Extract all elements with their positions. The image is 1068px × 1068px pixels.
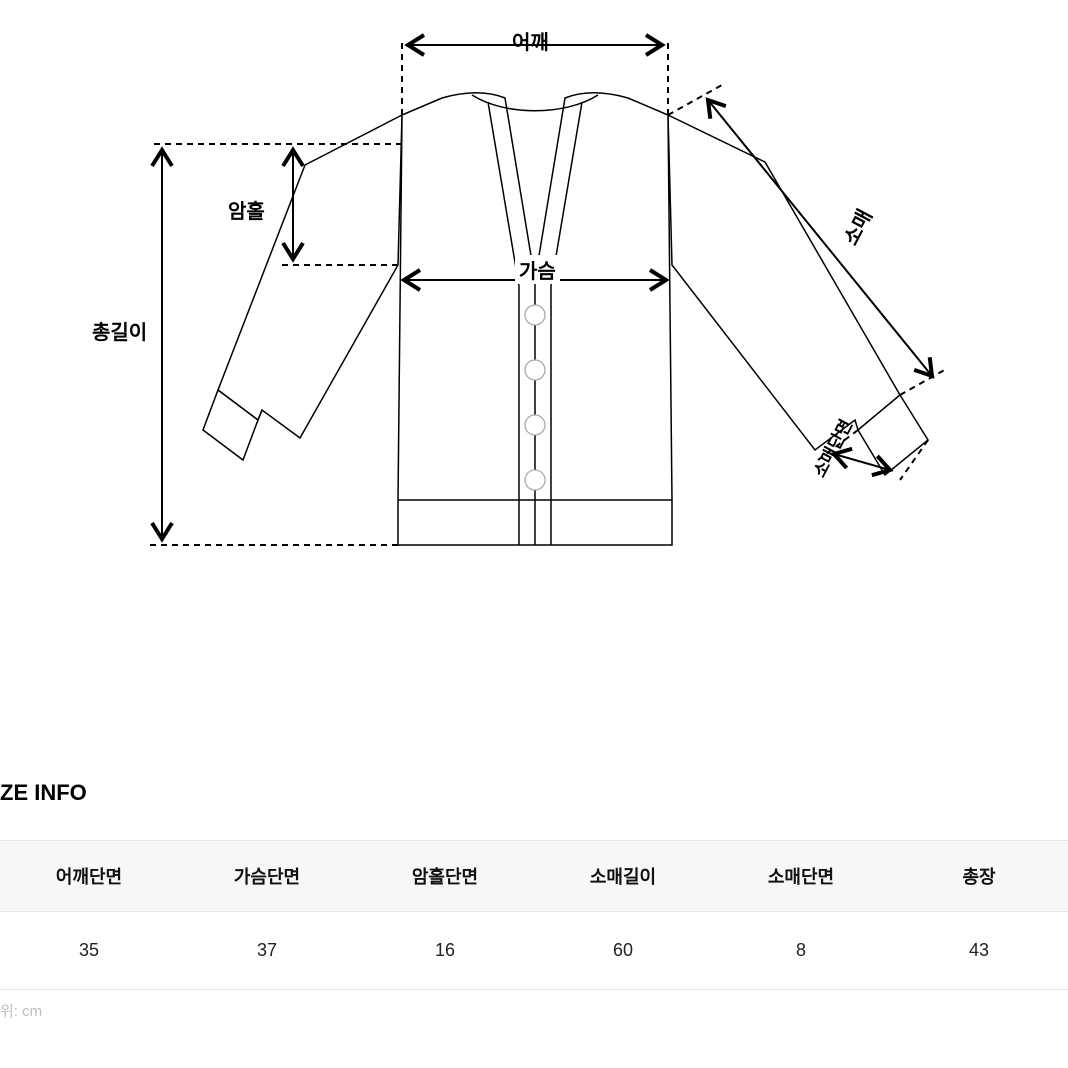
col-header: 소매길이 bbox=[534, 841, 712, 912]
col-header: 어깨단면 bbox=[0, 841, 178, 912]
label-chest: 가슴 bbox=[515, 255, 560, 284]
col-header: 총장 bbox=[890, 841, 1068, 912]
label-shoulder: 어깨 bbox=[512, 26, 549, 55]
table-header-row: 어깨단면 가슴단면 암홀단면 소매길이 소매단면 총장 bbox=[0, 841, 1068, 912]
unit-note: 위: cm bbox=[0, 1000, 1068, 1021]
garment-svg bbox=[0, 0, 1068, 620]
table-cell: 60 bbox=[534, 912, 712, 990]
table-cell: 43 bbox=[890, 912, 1068, 990]
label-total-length: 총길이 bbox=[92, 316, 147, 345]
table-cell: 16 bbox=[356, 912, 534, 990]
col-header: 암홀단면 bbox=[356, 841, 534, 912]
garment-outline bbox=[203, 93, 928, 545]
size-table: 어깨단면 가슴단면 암홀단면 소매길이 소매단면 총장 35 37 16 60 … bbox=[0, 840, 1068, 990]
col-header: 가슴단면 bbox=[178, 841, 356, 912]
table-row: 35 37 16 60 8 43 bbox=[0, 912, 1068, 990]
label-armhole: 암홀 bbox=[228, 195, 265, 224]
table-cell: 8 bbox=[712, 912, 890, 990]
size-info-section: ZE INFO 어깨단면 가슴단면 암홀단면 소매길이 소매단면 총장 35 3… bbox=[0, 780, 1068, 1021]
size-info-title: ZE INFO bbox=[0, 780, 1068, 806]
col-header: 소매단면 bbox=[712, 841, 890, 912]
table-cell: 37 bbox=[178, 912, 356, 990]
table-cell: 35 bbox=[0, 912, 178, 990]
garment-diagram: 어깨 암홀 가슴 총길이 소매 소매단면 bbox=[0, 0, 1068, 620]
